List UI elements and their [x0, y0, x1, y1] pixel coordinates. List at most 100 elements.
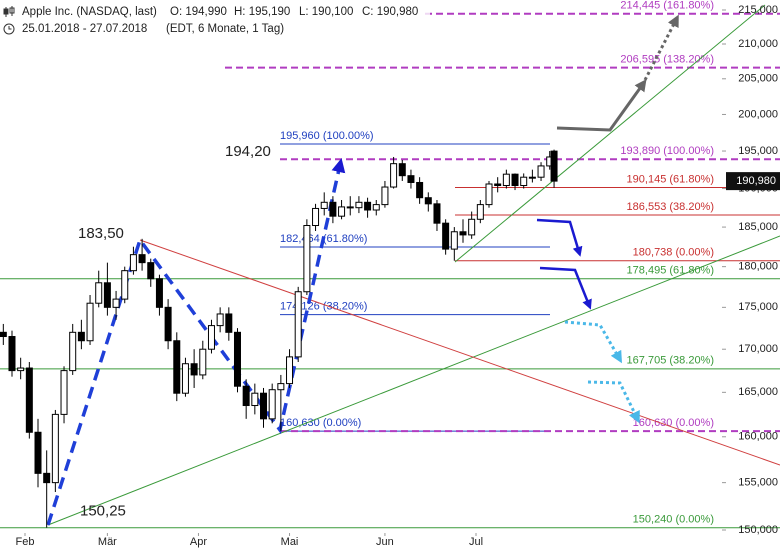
x-tick-label: Feb	[16, 536, 35, 548]
candle-body	[468, 218, 476, 236]
candle-body	[381, 186, 389, 206]
high: H: 195,190	[234, 6, 290, 18]
candle-body	[147, 262, 155, 280]
candle-body	[520, 176, 528, 187]
candle-body	[77, 331, 85, 342]
level-label: 178,495 (61.80%)	[627, 265, 714, 277]
candle-body	[34, 431, 42, 474]
candle-body	[199, 348, 207, 376]
candle-body	[0, 331, 7, 338]
candle-body	[303, 225, 311, 293]
candle-body	[459, 231, 467, 236]
level-label: 174,126 (38.20%)	[280, 300, 367, 312]
candle-body	[433, 203, 441, 224]
drawings	[46, 4, 780, 526]
level-label: 180,738 (0.00%)	[633, 247, 714, 259]
level-label: 195,960 (100.00%)	[280, 130, 374, 142]
candle-body	[364, 201, 372, 211]
candle-body	[242, 385, 250, 407]
candle-body	[121, 270, 129, 300]
open: O: 194,990	[170, 6, 227, 18]
y-tick-label: 165,000	[738, 386, 778, 398]
candle-body	[8, 336, 16, 372]
candle-body	[173, 340, 181, 394]
low: L: 190,100	[299, 6, 353, 18]
x-tick-label: Jun	[376, 536, 394, 548]
candle-body	[442, 222, 450, 250]
y-tick-label: 175,000	[738, 301, 778, 313]
candle-body	[86, 302, 94, 342]
candle-body	[155, 278, 163, 308]
pivot-label: 150,25	[80, 503, 126, 520]
candle-body	[60, 370, 68, 415]
axes: 150,000 155,000 160,000 165,000 170,000 175,0…	[16, 4, 780, 548]
projection-arrow	[587, 380, 640, 424]
x-tick-label: Mai	[281, 536, 299, 548]
candle-body	[51, 413, 59, 484]
period-info: (EDT, 6 Monate, 1 Tag)	[166, 23, 284, 35]
candle-body	[190, 363, 198, 376]
candle-body	[95, 282, 103, 304]
y-tick-label: 205,000	[738, 73, 778, 85]
level-label: 214,445 (161.80%)	[620, 0, 714, 12]
last-price-box	[726, 172, 780, 191]
candle-body	[355, 201, 363, 209]
pattern-line	[46, 158, 346, 526]
candle-body	[103, 282, 111, 308]
candle-body	[286, 356, 294, 385]
candle-body	[251, 392, 259, 407]
projection-arrow	[556, 79, 647, 132]
candle-body	[277, 383, 285, 391]
candle-body	[320, 201, 328, 209]
candle-body	[407, 175, 415, 183]
projection-arrow	[539, 266, 592, 310]
candle-body	[338, 206, 346, 217]
x-tick-label: Mär	[98, 536, 117, 548]
y-tick-label: 185,000	[738, 221, 778, 233]
trend-line	[47, 235, 780, 526]
trend-line	[454, 4, 766, 263]
candle-body	[181, 363, 189, 394]
y-tick-label: 195,000	[738, 145, 778, 157]
candle-body	[233, 331, 241, 387]
level-label: 186,553 (38.20%)	[627, 201, 714, 213]
candle-body	[450, 231, 458, 250]
candle-body	[550, 150, 558, 182]
levels: 214,445 (161.80%) 206,595 (138.20%) 195,96…	[0, 0, 780, 529]
candle-body	[528, 176, 536, 179]
candle-body	[43, 472, 51, 484]
candle-icon	[3, 6, 15, 17]
clock-hands	[8, 26, 12, 30]
level-label: 190,145 (61.80%)	[627, 173, 714, 185]
candle-body	[112, 298, 120, 308]
candle-body	[216, 313, 224, 327]
candle-body	[537, 165, 545, 178]
candle-body	[138, 254, 146, 264]
candle-body	[502, 173, 510, 187]
candle-body	[225, 313, 233, 333]
candle-body	[390, 163, 398, 188]
header-bg	[0, 0, 430, 38]
candle-body	[129, 254, 137, 272]
candle-body	[398, 163, 406, 177]
candle-body	[346, 206, 354, 209]
close: C: 190,980	[362, 6, 418, 18]
date-range: 25.01.2018 - 27.07.2018	[22, 23, 147, 35]
candle-body	[494, 183, 502, 187]
x-tick-label: Apr	[190, 536, 207, 548]
x-tick-label: Jul	[469, 536, 483, 548]
y-tick-label: 180,000	[738, 261, 778, 273]
y-tick-label: 170,000	[738, 343, 778, 355]
level-label: 206,595 (138.20%)	[620, 54, 714, 66]
candle-body	[476, 204, 484, 220]
last-price-label: 190,980	[736, 175, 776, 187]
candle-body	[164, 306, 172, 342]
y-tick-label: 215,000	[738, 4, 778, 16]
candle-body	[294, 291, 302, 358]
level-label: 193,890 (100.00%)	[620, 145, 714, 157]
level-label: 160,630 (0.00%)	[280, 417, 361, 429]
projection-arrow	[643, 14, 679, 81]
candle-body	[511, 173, 519, 187]
y-tick-label: 150,000	[738, 524, 778, 536]
